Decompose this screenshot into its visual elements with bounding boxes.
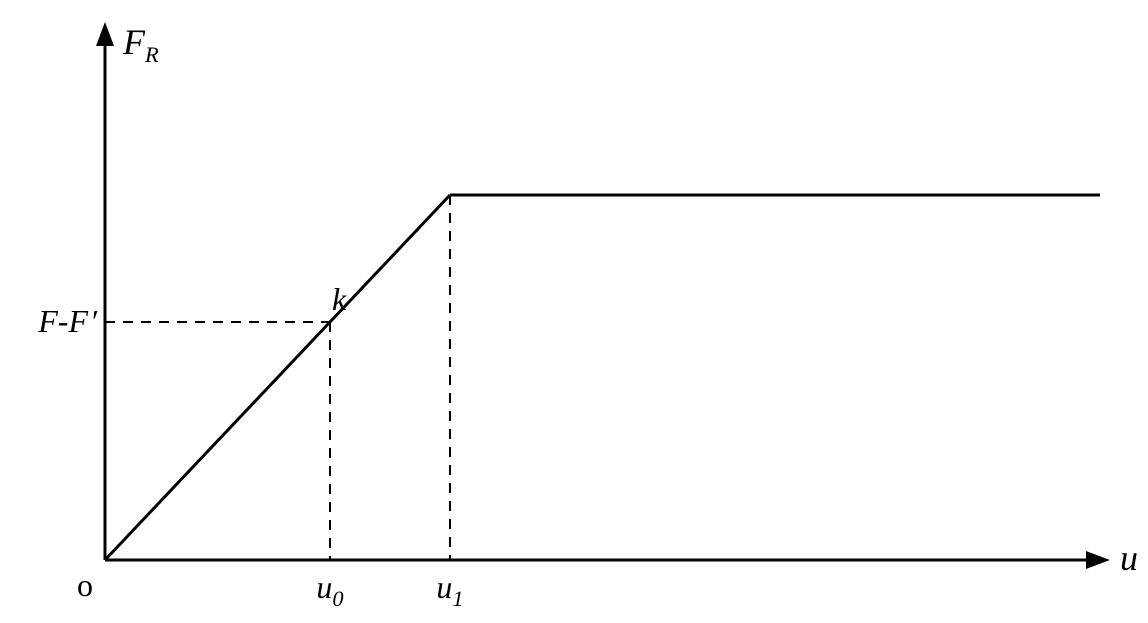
x-tick-u1-label: u1 (436, 569, 463, 611)
origin-label: o (77, 567, 93, 603)
data-segment-1 (105, 322, 330, 560)
y-axis-arrow (96, 22, 114, 46)
y-tick-label: F-F′ (37, 303, 98, 339)
x-axis-label: u (1120, 538, 1138, 578)
x-tick-u0-label: u0 (316, 569, 343, 611)
y-axis-label: FR (122, 22, 159, 67)
k-label: k (332, 281, 347, 317)
chart-svg: FR u o F-F′ u0 u1 k (0, 0, 1148, 623)
x-axis-arrow (1086, 551, 1110, 569)
data-segment-2 (330, 195, 450, 322)
